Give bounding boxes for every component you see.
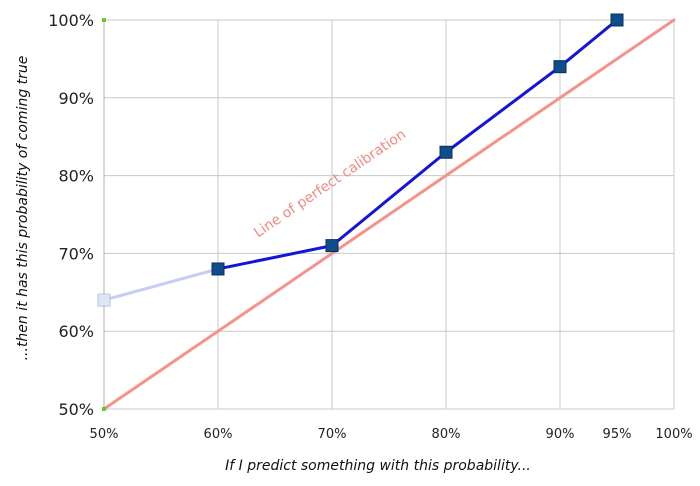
y-axis-title: ...then it has this probability of comin…	[15, 56, 31, 361]
point-marker-90	[553, 60, 567, 74]
axis-end-marker-1	[102, 407, 106, 411]
y-tick-labels: 50% 60% 70% 80% 90% 100%	[48, 11, 94, 419]
x-tick-label-80: 80%	[432, 427, 461, 442]
y-tick-label-100: 100%	[48, 11, 94, 30]
y-tick-label-70: 70%	[58, 244, 94, 263]
series-line-faded-segment	[102, 267, 220, 302]
perfect-calibration-label: Line of perfect calibration	[251, 126, 409, 241]
point-marker-70	[325, 239, 339, 253]
point-marker-80	[439, 145, 453, 159]
series-line-perfect-calibration	[102, 18, 676, 411]
y-tick-label-50: 50%	[58, 400, 94, 419]
y-tick-label-80: 80%	[58, 167, 94, 186]
series-markers	[97, 13, 624, 411]
x-tick-label-50: 50%	[90, 427, 119, 442]
x-tick-labels: 50% 60% 70% 80% 90% 95% 100%	[90, 427, 693, 442]
point-marker-50	[97, 293, 111, 307]
x-tick-label-70: 70%	[318, 427, 347, 442]
y-tick-label-60: 60%	[58, 322, 94, 341]
gridlines	[103, 19, 675, 410]
x-axis-title: If I predict something with this probabi…	[225, 458, 531, 474]
x-tick-label-90: 90%	[546, 427, 575, 442]
axis-end-marker-0	[102, 18, 106, 22]
series-lines	[102, 18, 676, 411]
point-marker-60	[211, 262, 225, 276]
point-marker-95	[610, 13, 624, 27]
series-line-observed	[216, 18, 619, 271]
x-tick-label-95: 95%	[603, 427, 632, 442]
x-tick-label-100: 100%	[655, 427, 692, 442]
y-tick-label-90: 90%	[58, 89, 94, 108]
x-tick-label-60: 60%	[204, 427, 233, 442]
